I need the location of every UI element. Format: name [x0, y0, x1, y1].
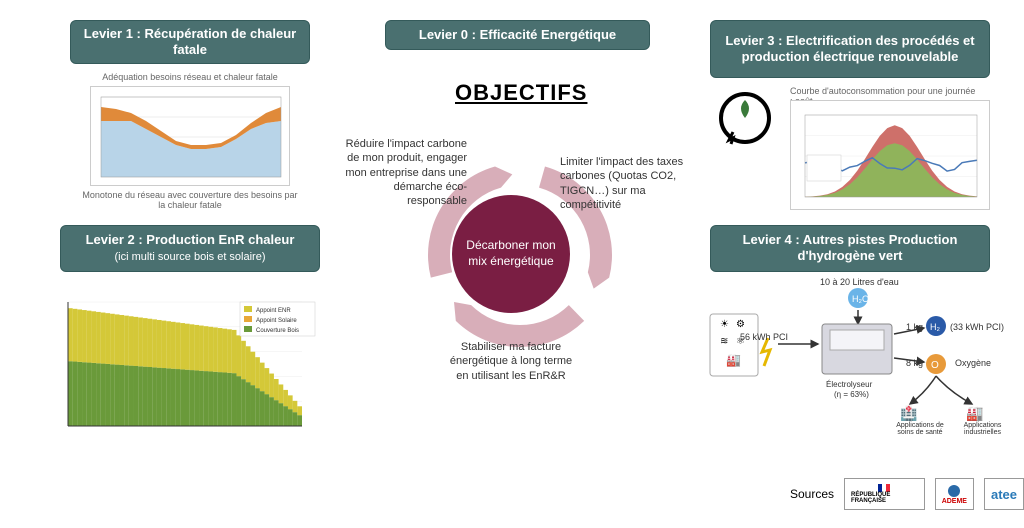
lever-4-h2-energy: (33 kWh PCI): [950, 322, 1004, 332]
lever-1-chart-title: Adéquation besoins réseau et chaleur fat…: [90, 72, 290, 82]
lever-3-chart: [790, 100, 990, 210]
lever-2-subtitle: (ici multi source bois et solaire): [115, 251, 266, 263]
svg-text:🏭: 🏭: [966, 405, 983, 422]
lever-3-header: Levier 3 : Electrification des procédés …: [710, 20, 990, 78]
lever-1-chart: [90, 86, 290, 186]
lever-4-title: Levier 4 : Autres pistes Production d'hy…: [743, 232, 958, 263]
lever-4-header: Levier 4 : Autres pistes Production d'hy…: [710, 225, 990, 272]
lever-4-electrolyser-label: Électrolyseur: [826, 380, 872, 389]
lever-4-water-label: 10 à 20 Litres d'eau: [820, 277, 899, 287]
center-circle: Décarboner mon mix énergétique: [452, 195, 570, 313]
lever-0-title: Levier 0 : Efficacité Energétique: [419, 27, 616, 42]
globe-icon: [947, 484, 961, 498]
lever-2-title: Levier 2 : Production EnR chaleur: [86, 232, 295, 247]
lever-4-app1-label: Applications de soins de santé: [890, 422, 950, 436]
sources-area: Sources RÉPUBLIQUE FRANÇAISE ADEME atee: [790, 478, 1024, 510]
eco-plug-icon: [715, 88, 775, 148]
lever-4-efficiency-label: (η = 63%): [834, 390, 869, 399]
flag-icon: [878, 484, 890, 492]
objectifs-title: OBJECTIFS: [455, 80, 587, 106]
svg-text:Appoint Solaire: Appoint Solaire: [256, 318, 297, 324]
sources-label: Sources: [790, 487, 834, 501]
cycle-text-1: Réduire l'impact carbone de mon produit,…: [337, 137, 467, 208]
svg-text:Appoint ENR: Appoint ENR: [256, 308, 291, 314]
logo-atee-text: atee: [991, 487, 1017, 502]
svg-text:⚙: ⚙: [736, 319, 745, 330]
lever-1-header: Levier 1 : Récupération de chaleur fatal…: [70, 20, 310, 64]
svg-text:≋: ≋: [720, 336, 728, 347]
lever-3-title: Levier 3 : Electrification des procédés …: [721, 33, 979, 66]
logo-ademe: ADEME: [935, 478, 974, 510]
lever-1-title: Levier 1 : Récupération de chaleur fatal…: [81, 26, 299, 59]
cycle-text-2: Limiter l'impact des taxes carbones (Quo…: [560, 155, 690, 212]
lever-4-input-energy-label: 56 kWh PCI: [740, 332, 788, 342]
logo-ademe-text: ADEME: [942, 498, 967, 505]
lever-2-chart: Appoint ENR Appoint Solaire Couverture Boi…: [50, 284, 320, 444]
center-circle-text: Décarboner mon mix énergétique: [464, 238, 558, 269]
lever-4-o2-label: Oxygène: [955, 358, 991, 368]
logo-atee: atee: [984, 478, 1024, 510]
svg-text:H₂O: H₂O: [852, 294, 869, 304]
lever-0-header: Levier 0 : Efficacité Energétique: [385, 20, 650, 50]
svg-text:H₂: H₂: [930, 322, 940, 332]
lever-4-h2-mass: 1 kg: [906, 322, 923, 332]
lever-2-header: Levier 2 : Production EnR chaleur (ici m…: [60, 225, 320, 272]
logo-rf-text: RÉPUBLIQUE FRANÇAISE: [851, 492, 918, 504]
svg-text:🏥: 🏥: [900, 405, 917, 422]
svg-text:O: O: [931, 360, 939, 371]
svg-text:🏭: 🏭: [726, 353, 741, 367]
svg-text:☀: ☀: [720, 319, 729, 330]
lever-1-chart-caption: Monotone du réseau avec couverture des b…: [80, 190, 300, 210]
lever-4-app2-label: Applications industrielles: [955, 422, 1010, 436]
logo-republique-francaise: RÉPUBLIQUE FRANÇAISE: [844, 478, 925, 510]
cycle-text-3: Stabiliser ma facture énergétique à long…: [446, 340, 576, 383]
svg-text:Couverture Bois: Couverture Bois: [256, 328, 299, 334]
lever-4-o2-mass: 8 kg: [906, 358, 923, 368]
